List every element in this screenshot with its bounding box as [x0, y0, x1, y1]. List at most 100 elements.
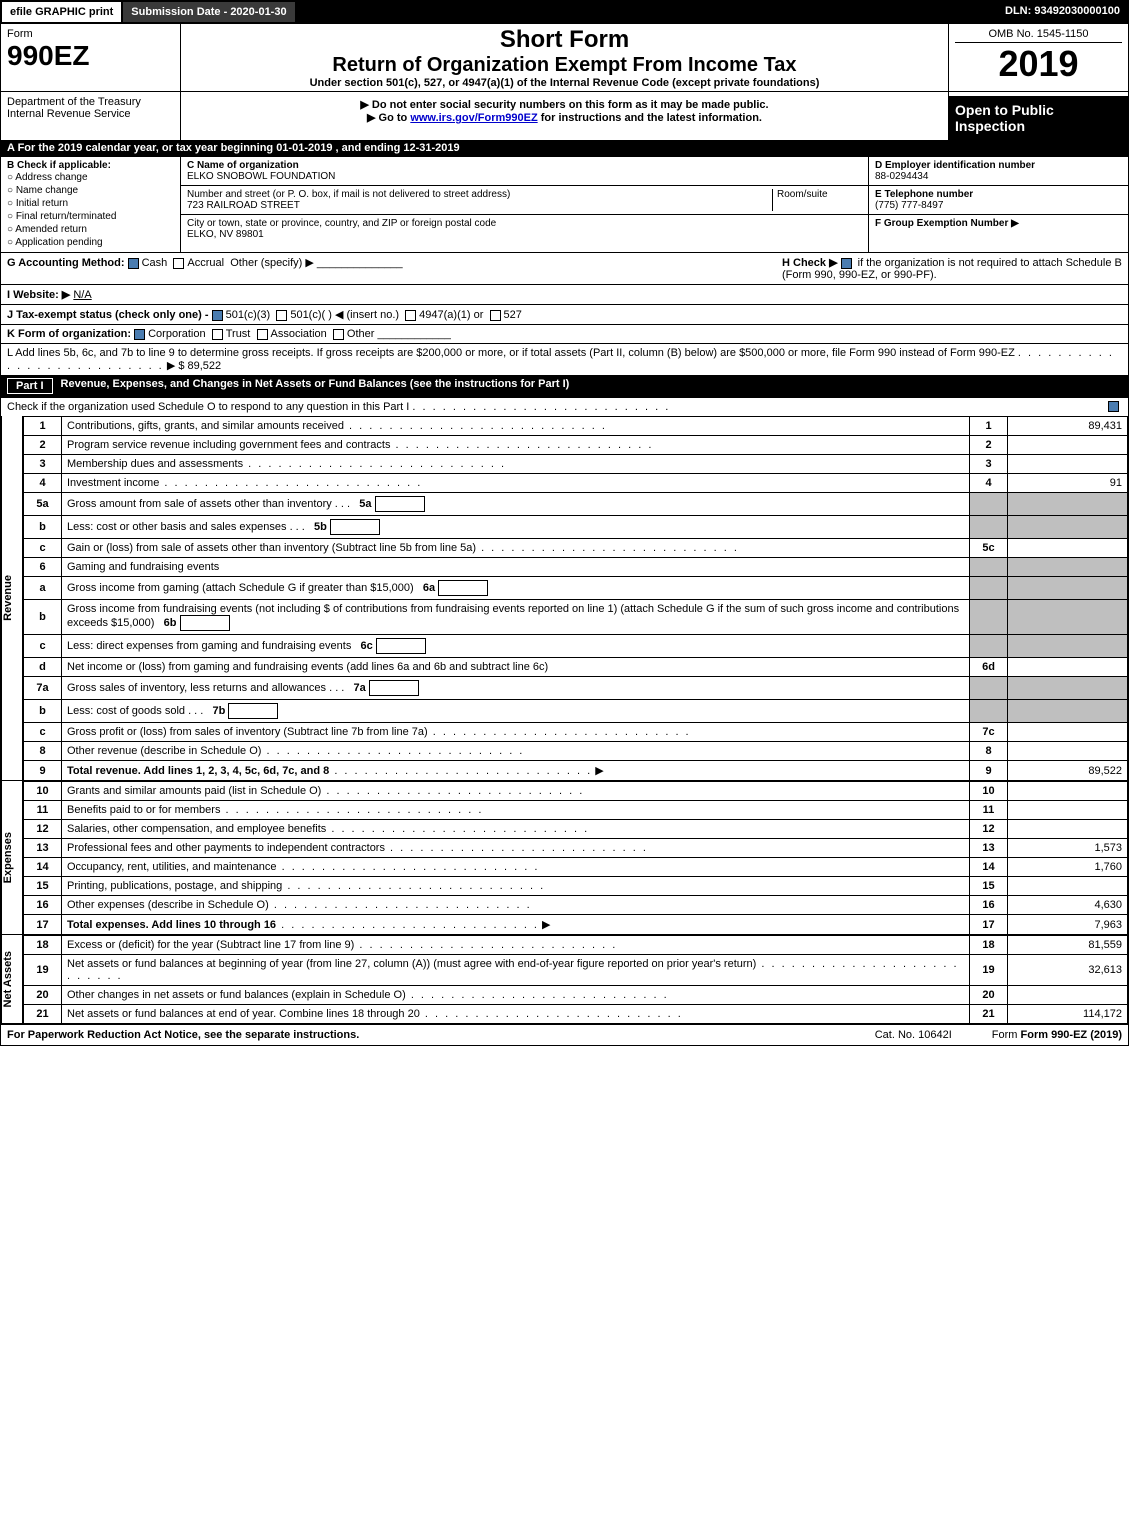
l17-amt: 7,963: [1008, 915, 1128, 935]
l7a-rn: [970, 677, 1008, 700]
l12-amt: [1008, 820, 1128, 839]
l16-num: 16: [24, 896, 62, 915]
accrual-label: Accrual: [187, 257, 224, 269]
chk-h[interactable]: [841, 258, 852, 269]
row-gh: G Accounting Method: Cash Accrual Other …: [1, 252, 1128, 284]
form-990ez-page: efile GRAPHIC print Submission Date - 20…: [0, 0, 1129, 1046]
chk-amended-return[interactable]: Amended return: [7, 223, 174, 236]
line-3: 3Membership dues and assessments3: [24, 455, 1128, 474]
netassets-side-label: Net Assets: [1, 935, 23, 1024]
l6d-rn: 6d: [970, 658, 1008, 677]
chk-name-change[interactable]: Name change: [7, 184, 174, 197]
expenses-side-label: Expenses: [1, 781, 23, 935]
j-o4: 527: [504, 309, 522, 321]
irs-link[interactable]: www.irs.gov/Form990EZ: [410, 112, 537, 124]
l19-rn: 19: [970, 955, 1008, 986]
l4-amt: 91: [1008, 474, 1128, 493]
l7c-rn: 7c: [970, 723, 1008, 742]
chk-501c[interactable]: [276, 310, 287, 321]
row-k-org: K Form of organization: Corporation Trus…: [1, 324, 1128, 343]
netassets-table: 18Excess or (deficit) for the year (Subt…: [23, 935, 1128, 1024]
line-2: 2Program service revenue including gover…: [24, 436, 1128, 455]
org-name-cell: C Name of organization ELKO SNOBOWL FOUN…: [181, 157, 868, 186]
line-4: 4Investment income491: [24, 474, 1128, 493]
chk-4947[interactable]: [405, 310, 416, 321]
page-footer: For Paperwork Reduction Act Notice, see …: [1, 1024, 1128, 1045]
l5c-rn: 5c: [970, 539, 1008, 558]
expenses-body: 10Grants and similar amounts paid (list …: [23, 781, 1128, 935]
footer-mid: Cat. No. 10642I: [875, 1029, 952, 1041]
l6-text: Gaming and fundraising events: [62, 558, 970, 577]
l6c-text: Less: direct expenses from gaming and fu…: [62, 635, 970, 658]
l5c-num: c: [24, 539, 62, 558]
city: ELKO, NV 89801: [187, 229, 264, 240]
l11-num: 11: [24, 801, 62, 820]
revenue-label: Revenue: [2, 575, 22, 621]
l6b-amt: [1008, 600, 1128, 635]
l5a-num: 5a: [24, 493, 62, 516]
chk-501c3[interactable]: [212, 310, 223, 321]
org-name: ELKO SNOBOWL FOUNDATION: [187, 171, 335, 182]
l6d-num: d: [24, 658, 62, 677]
chk-initial-return[interactable]: Initial return: [7, 197, 174, 210]
submission-date-button[interactable]: Submission Date - 2020-01-30: [122, 1, 295, 23]
row-i-website: I Website: ▶ N/A: [1, 284, 1128, 304]
l7b-amt: [1008, 700, 1128, 723]
chk-527[interactable]: [490, 310, 501, 321]
chk-corp[interactable]: [134, 329, 145, 340]
l20-amt: [1008, 986, 1128, 1005]
l5b-num: b: [24, 516, 62, 539]
l6a-text: Gross income from gaming (attach Schedul…: [62, 577, 970, 600]
chk-other[interactable]: [333, 329, 344, 340]
j-o2: 501(c)( ): [290, 309, 332, 321]
b-title: B Check if applicable:: [7, 160, 174, 171]
tax-year: 2019: [955, 43, 1122, 85]
cash-label: Cash: [142, 257, 168, 269]
l-value: 89,522: [188, 360, 222, 372]
chk-application-pending[interactable]: Application pending: [7, 236, 174, 249]
chk-cash[interactable]: [128, 258, 139, 269]
spacer: [296, 1, 997, 23]
l20-num: 20: [24, 986, 62, 1005]
room-suite-label: Room/suite: [772, 189, 862, 211]
other-label: Other (specify) ▶: [230, 257, 314, 269]
k-corp: Corporation: [148, 328, 205, 340]
l9-amt: 89,522: [1008, 761, 1128, 781]
l10-rn: 10: [970, 782, 1008, 801]
l12-num: 12: [24, 820, 62, 839]
l21-rn: 21: [970, 1005, 1008, 1024]
l13-rn: 13: [970, 839, 1008, 858]
chk-final-return[interactable]: Final return/terminated: [7, 210, 174, 223]
entity-info: B Check if applicable: Address change Na…: [1, 156, 1128, 252]
street: 723 RAILROAD STREET: [187, 200, 300, 211]
header-row-2: Department of the Treasury Internal Reve…: [1, 91, 1128, 140]
chk-address-change[interactable]: Address change: [7, 171, 174, 184]
line-1: 1Contributions, gifts, grants, and simil…: [24, 417, 1128, 436]
l12-text: Salaries, other compensation, and employ…: [62, 820, 970, 839]
l5a-text: Gross amount from sale of assets other t…: [62, 493, 970, 516]
efile-print-button[interactable]: efile GRAPHIC print: [1, 1, 122, 23]
line-6b: bGross income from fundraising events (n…: [24, 600, 1128, 635]
k-label: K Form of organization:: [7, 328, 131, 340]
line-13: 13Professional fees and other payments t…: [24, 839, 1128, 858]
line-7b: bLess: cost of goods sold . . . 7b: [24, 700, 1128, 723]
l2-amt: [1008, 436, 1128, 455]
l1-amt: 89,431: [1008, 417, 1128, 436]
j-o3: 4947(a)(1) or: [419, 309, 483, 321]
chk-assoc[interactable]: [257, 329, 268, 340]
l6c-rn: [970, 635, 1008, 658]
line-17: 17Total expenses. Add lines 10 through 1…: [24, 915, 1128, 935]
expenses-label: Expenses: [2, 832, 22, 883]
l5c-text: Gain or (loss) from sale of assets other…: [62, 539, 970, 558]
chk-accrual[interactable]: [173, 258, 184, 269]
l12-rn: 12: [970, 820, 1008, 839]
l13-num: 13: [24, 839, 62, 858]
chk-trust[interactable]: [212, 329, 223, 340]
chk-schedule-o[interactable]: [1108, 401, 1119, 412]
line-16: 16Other expenses (describe in Schedule O…: [24, 896, 1128, 915]
top-bar: efile GRAPHIC print Submission Date - 20…: [1, 1, 1128, 23]
l14-text: Occupancy, rent, utilities, and maintena…: [62, 858, 970, 877]
line-6a: aGross income from gaming (attach Schedu…: [24, 577, 1128, 600]
l6a-rn: [970, 577, 1008, 600]
footer-right: Form Form 990-EZ (2019): [992, 1029, 1122, 1041]
